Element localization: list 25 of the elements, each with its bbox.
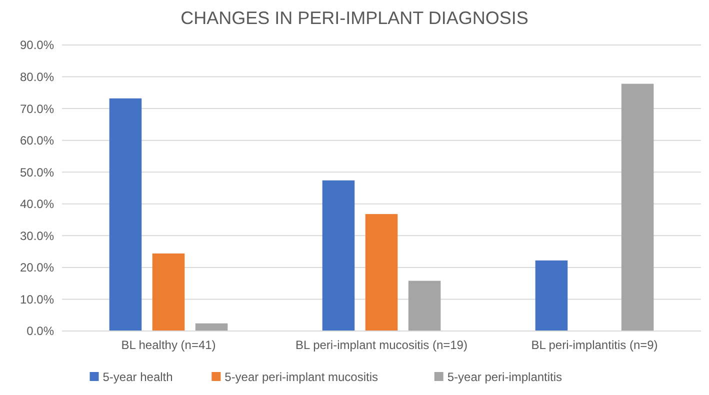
legend-label: 5-year peri-implant mucositis [224, 370, 378, 384]
bar [408, 280, 441, 331]
y-tick-label: 90.0% [20, 38, 54, 52]
bar [109, 98, 142, 331]
y-tick-label: 30.0% [20, 228, 54, 243]
bar [365, 214, 398, 331]
y-tick-label: 60.0% [20, 134, 54, 148]
x-tick-label: BL peri-implantitis (n=9) [531, 338, 658, 352]
bar [621, 84, 654, 331]
bar [195, 323, 228, 331]
y-tick-label: 10.0% [20, 292, 54, 306]
y-tick-label: 20.0% [20, 260, 54, 275]
y-tick-label: 80.0% [20, 70, 54, 84]
legend-label: 5-year peri-implantitis [447, 370, 562, 384]
chart-title: CHANGES IN PERI-IMPLANT DIAGNOSIS [180, 8, 528, 28]
bar [535, 260, 568, 331]
y-tick-label: 40.0% [20, 197, 54, 212]
legend-label: 5-year health [102, 370, 173, 384]
y-tick-label: 70.0% [20, 102, 54, 116]
y-tick-label: 50.0% [20, 165, 54, 180]
x-tick-label: BL peri-implant mucositis (n=19) [296, 338, 468, 352]
y-tick-label: 0.0% [26, 324, 54, 338]
x-tick-label: BL healthy (n=41) [121, 338, 216, 352]
bar [322, 180, 355, 331]
bar [152, 253, 185, 331]
